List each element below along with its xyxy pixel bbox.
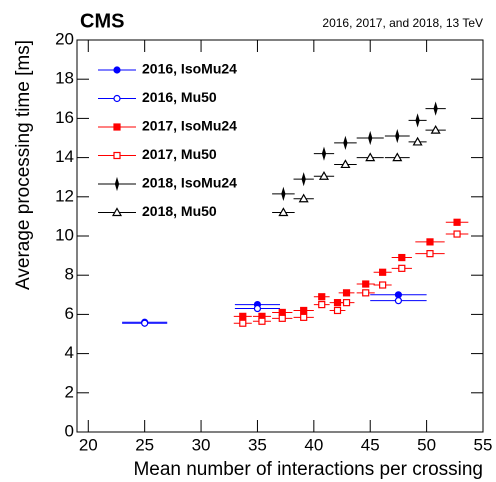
marker (453, 230, 461, 238)
y-tick-label: 20 (55, 29, 74, 48)
marker (394, 297, 403, 305)
marker (430, 124, 441, 134)
marker (300, 306, 308, 315)
y-tick-label: 18 (55, 69, 74, 88)
marker (253, 304, 262, 313)
marker (113, 94, 121, 103)
marker (333, 306, 342, 315)
marker (426, 238, 434, 246)
legend-label: 2018, IsoMu24 (142, 175, 237, 191)
marker (398, 253, 406, 262)
y-tick-label: 16 (55, 108, 74, 127)
marker (113, 66, 121, 74)
subtitle: 2016, 2017, and 2018, 13 TeV (322, 16, 483, 30)
marker (415, 113, 420, 128)
marker (114, 176, 120, 192)
x-tick-label: 30 (192, 435, 211, 454)
marker (278, 314, 286, 322)
marker (321, 146, 327, 161)
marker (318, 171, 330, 180)
marker (111, 207, 123, 217)
marker (362, 289, 370, 297)
marker (318, 301, 326, 309)
x-tick-label: 20 (79, 435, 98, 454)
y-tick-label: 4 (65, 343, 74, 362)
marker (368, 130, 373, 146)
marker (412, 136, 423, 146)
y-tick-label: 8 (65, 265, 74, 284)
experiment-label: CMS (80, 10, 124, 32)
marker (426, 250, 434, 258)
x-tick-label: 50 (417, 435, 436, 454)
marker (298, 193, 309, 203)
marker (278, 207, 289, 217)
marker (281, 186, 286, 201)
y-axis-label: Average processing time [ms] (13, 40, 34, 290)
marker (113, 123, 121, 131)
y-tick-label: 10 (55, 225, 74, 244)
legend-label: 2017, IsoMu24 (142, 118, 237, 134)
marker (258, 317, 266, 325)
marker (379, 268, 387, 276)
y-tick-label: 12 (55, 186, 74, 205)
y-tick-label: 6 (65, 304, 74, 323)
marker (340, 159, 351, 169)
legend-label: 2017, Mu50 (142, 146, 217, 162)
plot-frame (76, 39, 484, 433)
x-tick-label: 40 (304, 435, 323, 454)
marker (392, 152, 403, 162)
marker (318, 293, 326, 301)
y-tick-label: 2 (65, 382, 74, 401)
marker (113, 151, 121, 160)
marker (395, 128, 400, 144)
y-tick-label: 14 (55, 147, 74, 166)
marker (278, 308, 286, 317)
marker (365, 152, 376, 162)
x-axis-label: Mean number of interactions per crossing (133, 459, 483, 480)
legend-label: 2018, Mu50 (142, 203, 217, 219)
legend-label: 2016, IsoMu24 (142, 61, 237, 77)
marker (239, 319, 247, 327)
marker (398, 264, 406, 272)
marker (379, 281, 387, 289)
marker (301, 172, 306, 187)
x-tick-label: 55 (474, 435, 493, 454)
x-tick-label: 45 (361, 435, 380, 454)
marker (342, 289, 351, 297)
legend-label: 2016, Mu50 (142, 89, 217, 105)
marker (141, 319, 149, 327)
x-tick-label: 25 (135, 435, 154, 454)
marker (343, 135, 348, 150)
y-tick-label: 0 (65, 421, 74, 440)
marker (362, 280, 370, 288)
marker (300, 313, 308, 321)
marker (239, 312, 247, 320)
marker (453, 218, 461, 226)
marker (342, 299, 351, 307)
marker (394, 291, 403, 299)
x-tick-label: 35 (248, 435, 267, 454)
marker (433, 101, 438, 116)
